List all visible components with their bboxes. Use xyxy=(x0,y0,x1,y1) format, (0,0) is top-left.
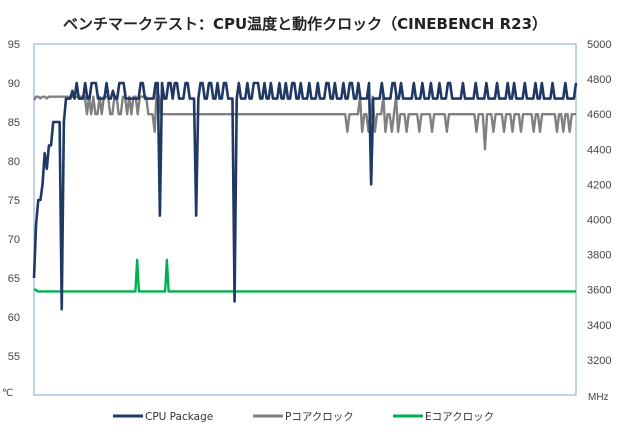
chart-title: ベンチマークテスト：CPU温度と動作クロック（CINEBENCH R23） xyxy=(63,15,547,33)
left-tick-label: 90 xyxy=(8,78,20,90)
right-tick-label: 4400 xyxy=(587,144,611,156)
legend-item: Eコアクロック xyxy=(393,411,494,423)
right-tick-label: 4800 xyxy=(587,74,611,86)
right-tick-label: 3200 xyxy=(587,355,611,367)
left-tick-label: 80 xyxy=(8,156,20,168)
left-tick-label: 95 xyxy=(8,39,20,51)
left-tick-label: 75 xyxy=(8,195,20,207)
right-tick-label: 3600 xyxy=(587,285,611,297)
left-tick-label: 70 xyxy=(8,234,20,246)
series-line-1 xyxy=(32,81,578,311)
series-line-3 xyxy=(34,258,576,293)
right-tick-label: 4200 xyxy=(587,179,611,191)
left-axis-unit: ℃ xyxy=(2,388,13,399)
left-tick-label: 60 xyxy=(8,312,20,324)
series-group xyxy=(32,81,578,311)
right-tick-label: 3800 xyxy=(587,250,611,262)
plot-area-border xyxy=(33,43,577,396)
right-tick-label: 4600 xyxy=(587,109,611,121)
left-axis: 95 90 85 80 75 70 65 60 55 xyxy=(8,39,20,363)
legend-label: Pコアクロック xyxy=(285,411,354,423)
right-tick-label: 4000 xyxy=(587,215,611,227)
right-tick-label: 5000 xyxy=(587,39,611,51)
right-tick-label: 3400 xyxy=(587,320,611,332)
right-axis: 5000 4800 4600 4400 4200 4000 3800 3600 3400 3200 xyxy=(587,39,611,367)
legend-item: CPU Package xyxy=(113,411,213,423)
legend-label: Eコアクロック xyxy=(425,411,494,423)
left-tick-label: 55 xyxy=(8,351,20,363)
left-tick-label: 65 xyxy=(8,273,20,285)
legend-label: CPU Package xyxy=(145,411,213,423)
legend-item: Pコアクロック xyxy=(253,411,354,423)
right-axis-unit: MHz xyxy=(588,392,609,403)
legend: CPU Package Pコアクロック Eコアクロック xyxy=(113,411,494,423)
left-tick-label: 85 xyxy=(8,117,20,129)
